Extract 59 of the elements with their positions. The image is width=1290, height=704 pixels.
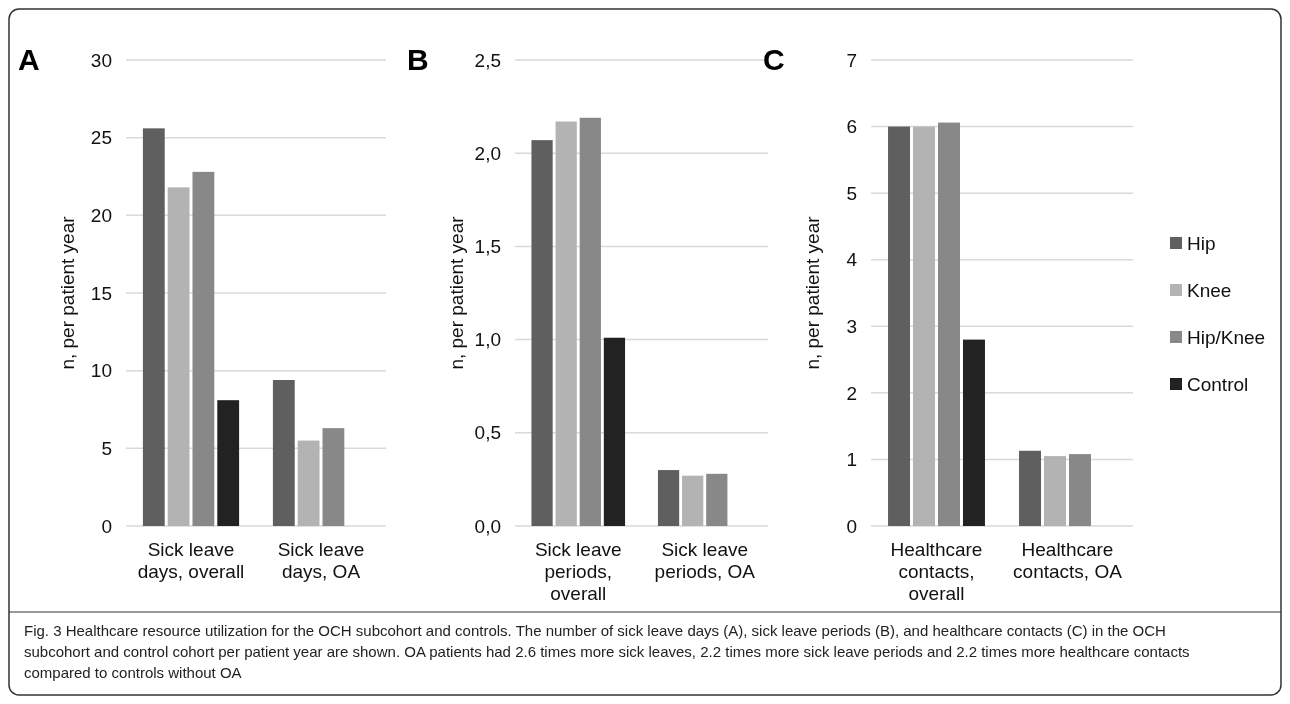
bar xyxy=(217,400,240,526)
y-tick-label: 30 xyxy=(90,49,112,71)
y-axis-title: n, per patient year xyxy=(57,215,78,370)
y-tick-label: 3 xyxy=(846,315,857,337)
chart-title: A xyxy=(18,43,40,76)
bar xyxy=(706,473,728,526)
x-tick-label: Sick leave periods, OA xyxy=(654,539,756,582)
bar xyxy=(142,128,165,526)
y-axis-title: n, per patient year xyxy=(802,215,823,370)
y-tick-label: 0 xyxy=(846,515,857,537)
x-tick-label: Healthcare contacts, overall xyxy=(890,539,983,604)
y-tick-label: 0 xyxy=(101,515,112,537)
bar xyxy=(322,428,345,526)
bar xyxy=(682,475,704,526)
bar xyxy=(297,440,320,526)
y-tick-label: 2 xyxy=(846,382,857,404)
bar xyxy=(531,140,553,526)
y-tick-label: 5 xyxy=(101,437,112,459)
y-tick-label: 6 xyxy=(846,116,857,138)
x-tick-label: Sick leave days, overall xyxy=(137,539,245,582)
bar xyxy=(938,122,960,526)
y-tick-label: 5 xyxy=(846,182,857,204)
legend-label: Hip xyxy=(1187,232,1216,254)
bar xyxy=(1044,456,1066,526)
bar xyxy=(167,187,190,526)
y-tick-label: 1,5 xyxy=(474,236,501,258)
bar xyxy=(579,117,601,526)
y-tick-label: 20 xyxy=(90,204,112,226)
chart-title: B xyxy=(407,43,429,76)
bar xyxy=(888,126,911,526)
bar xyxy=(1019,450,1042,526)
legend-label: Knee xyxy=(1187,279,1232,301)
bar xyxy=(1069,454,1091,526)
y-tick-label: 2,0 xyxy=(474,142,501,164)
bar xyxy=(657,470,680,526)
y-tick-label: 25 xyxy=(90,127,112,149)
y-tick-label: 4 xyxy=(846,249,858,271)
x-tick-label: Sick leave days, OA xyxy=(277,539,365,582)
chart-title: C xyxy=(763,43,785,76)
caption: Fig. 3 Healthcare resource utilization for the OCH subcohort and controls. The number of sick leave days (A), sick leave periods (B), and healthcare contacts (C) in the OCH subcohort and control cohort per patient year are shown. OA patients had 2.6 times more sick leaves, 2.2 times more sick leave periods and 2.2 times more healthcare contacts compared to controls without OA xyxy=(24,622,1190,681)
bar xyxy=(913,126,935,526)
bar xyxy=(603,337,626,526)
y-axis-title: n, per patient year xyxy=(446,215,467,370)
y-tick-label: 0,5 xyxy=(474,422,501,444)
x-tick-label: Sick leave periods, overall xyxy=(534,539,622,604)
y-tick-label: 2,5 xyxy=(474,49,501,71)
y-tick-label: 0,0 xyxy=(474,515,501,537)
bar xyxy=(272,379,295,526)
bar xyxy=(192,171,215,526)
legend-label: Control xyxy=(1187,373,1249,395)
y-tick-label: 1 xyxy=(846,449,857,471)
legend-label: Hip/Knee xyxy=(1187,326,1266,348)
y-tick-label: 10 xyxy=(90,360,112,382)
y-tick-label: 7 xyxy=(846,49,857,71)
y-tick-label: 1,0 xyxy=(474,329,501,351)
bar xyxy=(555,121,577,526)
x-tick-label: Healthcare contacts, OA xyxy=(1013,539,1123,582)
y-tick-label: 15 xyxy=(90,282,112,304)
bar xyxy=(962,339,985,526)
